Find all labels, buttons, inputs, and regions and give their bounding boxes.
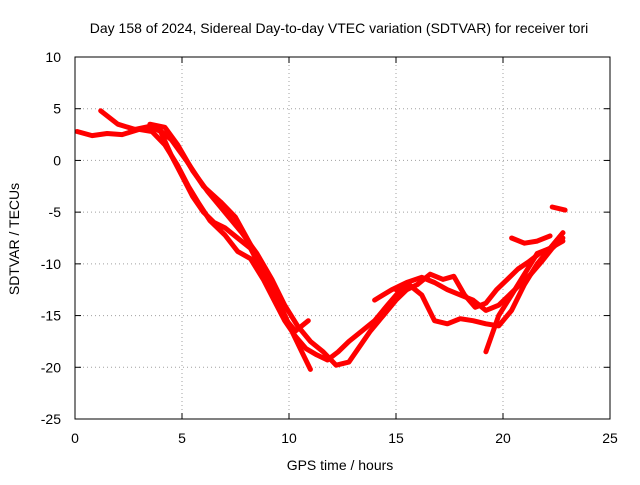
series-line-track-9 [509, 233, 553, 246]
plot-frame [74, 56, 611, 420]
series-line-track-6 [393, 230, 566, 329]
x-tick-label: 10 [281, 430, 297, 446]
series-line-track-10 [549, 204, 568, 213]
y-tick-label: 0 [53, 152, 61, 168]
series-line-track-8 [483, 230, 566, 355]
series-line-track-4 [136, 124, 311, 334]
y-tick-label: -15 [41, 308, 61, 324]
x-tick-label: 20 [495, 430, 511, 446]
series-group [74, 108, 568, 372]
y-axis-label: SDTVAR / TECUs [6, 183, 22, 295]
x-tick-label: 5 [178, 430, 186, 446]
x-tick-label: 25 [602, 430, 618, 446]
y-tick-label: -25 [41, 411, 61, 427]
x-axis-label: GPS time / hours [287, 457, 394, 473]
y-tick-label: -5 [49, 204, 62, 220]
y-tick-label: 10 [45, 49, 61, 65]
y-tick-label: -20 [41, 359, 61, 375]
x-tick-label: 0 [71, 430, 79, 446]
axis-ticks: 0 5 10 15 20 25 -25 -20 -15 -10 -5 0 5 10 [41, 49, 618, 446]
y-tick-label: -10 [41, 256, 61, 272]
gridlines [75, 57, 610, 419]
chart-title: Day 158 of 2024, Sidereal Day-to-day VTE… [90, 20, 589, 36]
x-tick-label: 15 [388, 430, 404, 446]
y-tick-label: 5 [53, 101, 61, 117]
series-line-track-2 [98, 108, 313, 372]
